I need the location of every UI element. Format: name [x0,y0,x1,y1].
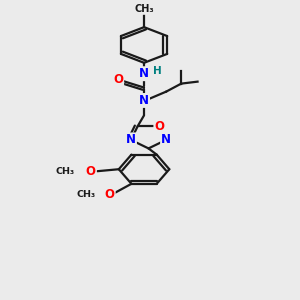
Text: O: O [105,188,115,201]
Text: CH₃: CH₃ [76,190,96,199]
Text: O: O [113,73,123,85]
Text: N: N [139,94,149,107]
Text: N: N [139,67,149,80]
Text: CH₃: CH₃ [56,167,75,176]
Text: O: O [154,120,164,133]
Text: N: N [126,134,136,146]
Text: CH₃: CH₃ [134,4,154,14]
Text: H: H [153,66,162,76]
Text: N: N [161,134,171,146]
Text: O: O [86,165,96,178]
